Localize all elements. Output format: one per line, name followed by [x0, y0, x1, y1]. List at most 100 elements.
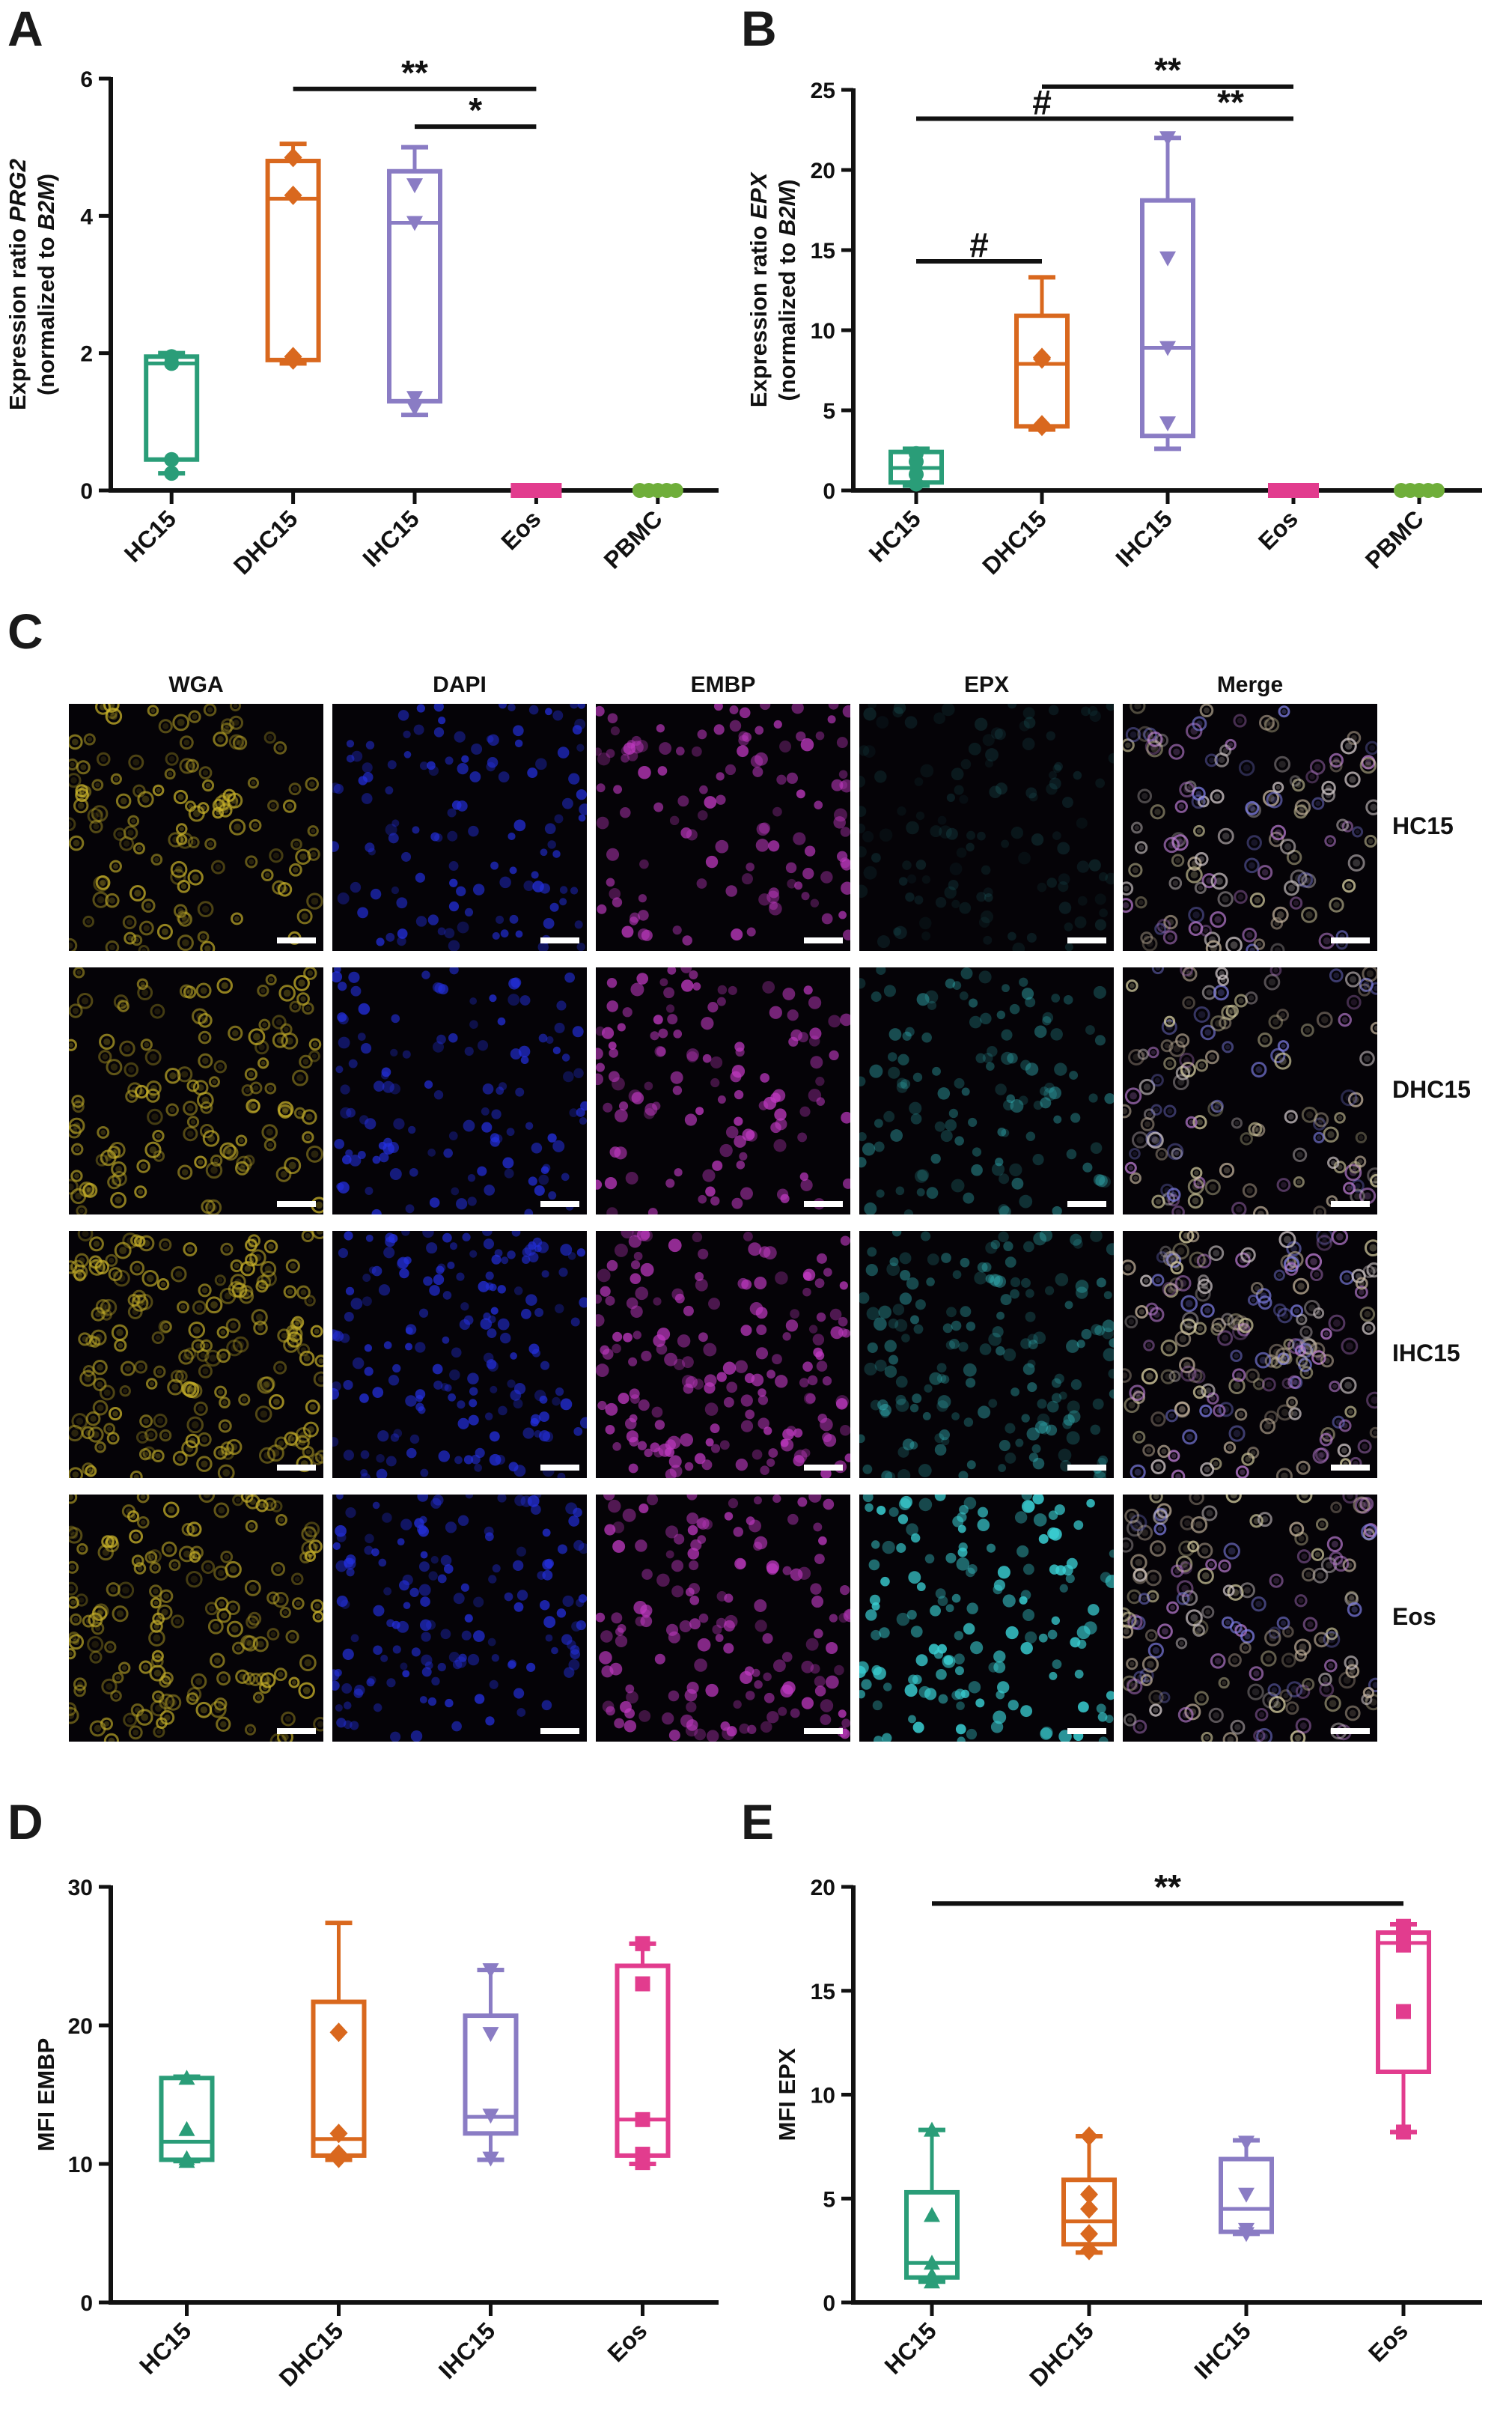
data-point: [1159, 131, 1176, 147]
micrograph-image: [1123, 1495, 1377, 1742]
chart-e-mfi-epx: 0 5 10 15 20 MFI EPX HC15 DHC15 IHC15 Eos **: [774, 1867, 1482, 2392]
data-point: [1238, 2187, 1255, 2203]
micrograph-hc15-wga: [69, 704, 323, 951]
box-hc15: [904, 2121, 960, 2289]
data-point: [178, 2120, 195, 2136]
y-tick-label: 10: [68, 2153, 93, 2177]
data-point: [178, 2150, 195, 2165]
micrograph-image: [596, 1231, 850, 1478]
data-point: [668, 483, 683, 498]
box-ihc15: [387, 145, 442, 418]
data-point: [635, 1976, 650, 1992]
micrograph-image: [596, 1495, 850, 1742]
column-title-epx: EPX: [963, 672, 1010, 697]
row-label-hc15: HC15: [1392, 812, 1454, 839]
y-tick-label: 2: [80, 342, 93, 367]
scale-bar: [277, 937, 316, 943]
micrograph-dhc15-wga: [69, 967, 323, 1214]
scale-bar: [804, 937, 843, 943]
y-tick-label: 30: [68, 1876, 93, 1900]
x-tick-label-hc15: HC15: [880, 2317, 942, 2379]
x-tick-label-hc15: HC15: [119, 505, 181, 567]
y-tick-label: 5: [823, 399, 835, 424]
micrograph-image: [332, 704, 587, 951]
data-point: [284, 347, 302, 367]
data-point: [284, 148, 302, 168]
micrograph-dhc15-epx: [859, 967, 1114, 1214]
data-point: [924, 2121, 940, 2137]
scale-bar: [1331, 1201, 1370, 1207]
column-title-wga: WGA: [168, 672, 224, 697]
y-tick-label: 0: [80, 2291, 93, 2316]
data-point: [1159, 416, 1176, 432]
scale-bar: [540, 1728, 579, 1734]
x-tick-label-hc15: HC15: [864, 505, 926, 567]
y-tick-label: 20: [68, 2014, 93, 2039]
y-tick-label: 0: [823, 2291, 835, 2316]
y-tick-label: 6: [80, 67, 93, 92]
significance-label: **: [1154, 51, 1181, 90]
y-tick-label: 10: [811, 319, 835, 344]
micrograph-hc15-epx: [859, 704, 1114, 951]
data-point: [164, 452, 180, 467]
chart-b-epx-expression: 0 5 10 15 20 25 Expression ratio EPX(normalize…: [746, 51, 1482, 580]
micrograph-eos-wga: [69, 1495, 323, 1742]
box-pbmc: [1394, 483, 1445, 498]
box-eos: [615, 1936, 671, 2171]
micrograph-background: [1123, 967, 1377, 1214]
scale-bar: [1331, 1728, 1370, 1734]
data-point: [406, 391, 423, 407]
micrograph-image: [69, 1231, 323, 1478]
micrograph-ihc15-epx: [859, 1231, 1114, 1478]
box-iqr: [1014, 313, 1070, 429]
micrograph-image: [859, 704, 1114, 951]
data-point: [284, 185, 302, 205]
micrograph-hc15-dapi: [332, 704, 587, 951]
scale-bar: [277, 1465, 316, 1471]
data-point: [635, 1936, 650, 1951]
micrograph-background: [859, 967, 1114, 1214]
box-eos: [510, 483, 562, 498]
scale-bar: [1067, 1465, 1106, 1471]
scale-bar: [540, 1465, 579, 1471]
data-point: [406, 401, 423, 416]
data-point: [635, 2147, 650, 2162]
row-label-ihc15: IHC15: [1392, 1340, 1460, 1366]
x-tick-label-eos: Eos: [1363, 2317, 1413, 2367]
micrograph-background: [859, 704, 1114, 951]
y-tick-label: 15: [811, 239, 835, 264]
box-iqr: [387, 168, 442, 404]
box-iqr: [615, 1963, 671, 2158]
scale-bar: [540, 937, 579, 943]
x-tick-label-eos: Eos: [496, 505, 546, 555]
panel-letter-d: D: [7, 1794, 43, 1849]
scale-bar: [1331, 1465, 1370, 1471]
y-axis-label: Expression ratio EPX(normalized to B2M): [746, 171, 800, 407]
data-point: [1033, 415, 1051, 435]
panel-letter-b: B: [741, 1, 777, 56]
micrograph-background: [332, 967, 587, 1214]
scale-bar: [277, 1728, 316, 1734]
box-hc15: [888, 446, 944, 492]
x-tick-label-ihc15: IHC15: [357, 505, 424, 572]
significance-label: #: [969, 225, 989, 264]
data-point: [1080, 2184, 1098, 2204]
y-axis-label: Expression ratio PRG2(normalized to B2M): [4, 159, 59, 410]
data-point: [1159, 341, 1176, 356]
x-tick-label-dhc15: DHC15: [977, 505, 1052, 580]
micrograph-eos-embp: [596, 1495, 850, 1742]
panel-letter-c: C: [7, 604, 43, 659]
data-point: [1080, 2126, 1098, 2146]
data-point: [924, 2266, 940, 2282]
data-point: [329, 2144, 348, 2165]
data-point: [1396, 2004, 1411, 2019]
y-tick-label: 5: [823, 2187, 835, 2212]
data-point: [329, 2123, 348, 2144]
box-iqr: [1140, 198, 1195, 439]
micrograph-ihc15-embp: [596, 1231, 850, 1478]
box-hc15: [144, 349, 200, 481]
micrograph-dhc15-embp: [596, 967, 850, 1214]
scale-bar: [1067, 937, 1106, 943]
scale-bar: [1331, 937, 1370, 943]
y-axis-label-gene: PRG2: [4, 159, 31, 222]
